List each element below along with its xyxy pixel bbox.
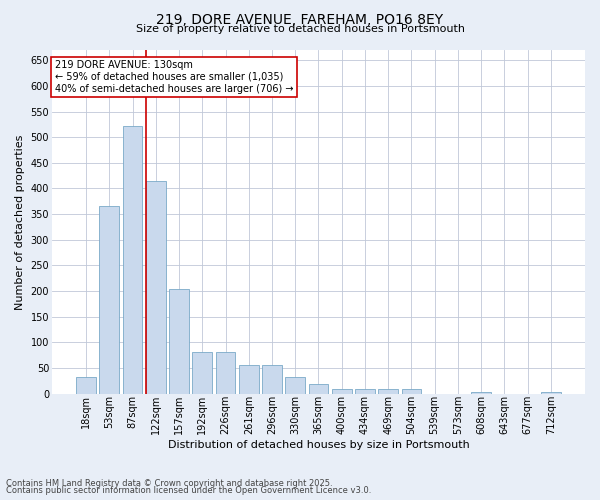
Text: 219, DORE AVENUE, FAREHAM, PO16 8EY: 219, DORE AVENUE, FAREHAM, PO16 8EY bbox=[157, 12, 443, 26]
Text: 219 DORE AVENUE: 130sqm
← 59% of detached houses are smaller (1,035)
40% of semi: 219 DORE AVENUE: 130sqm ← 59% of detache… bbox=[55, 60, 293, 94]
Bar bbox=[193, 352, 212, 394]
Bar bbox=[169, 289, 189, 394]
Bar bbox=[541, 392, 561, 394]
Text: Contains public sector information licensed under the Open Government Licence v3: Contains public sector information licen… bbox=[6, 486, 371, 495]
Bar bbox=[308, 384, 328, 394]
Bar bbox=[401, 388, 421, 394]
Text: Size of property relative to detached houses in Portsmouth: Size of property relative to detached ho… bbox=[136, 24, 464, 34]
X-axis label: Distribution of detached houses by size in Portsmouth: Distribution of detached houses by size … bbox=[167, 440, 469, 450]
Bar bbox=[379, 388, 398, 394]
Bar bbox=[239, 366, 259, 394]
Bar bbox=[332, 388, 352, 394]
Bar bbox=[76, 377, 96, 394]
Bar bbox=[262, 366, 282, 394]
Bar bbox=[471, 392, 491, 394]
Y-axis label: Number of detached properties: Number of detached properties bbox=[15, 134, 25, 310]
Text: Contains HM Land Registry data © Crown copyright and database right 2025.: Contains HM Land Registry data © Crown c… bbox=[6, 478, 332, 488]
Bar bbox=[122, 126, 142, 394]
Bar bbox=[355, 388, 375, 394]
Bar bbox=[215, 352, 235, 394]
Bar bbox=[146, 181, 166, 394]
Bar bbox=[100, 206, 119, 394]
Bar bbox=[286, 377, 305, 394]
